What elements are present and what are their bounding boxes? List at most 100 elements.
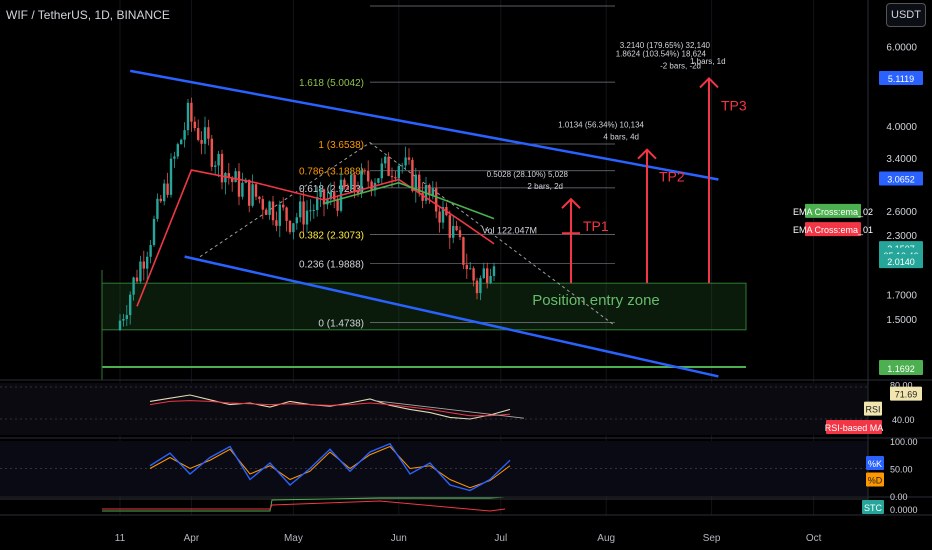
stc-legend-tag: STC	[864, 503, 883, 513]
candle-body	[278, 204, 281, 226]
legend-tag-bg	[805, 222, 861, 237]
candle-body	[288, 220, 292, 233]
y-tick-label: 2.3000	[886, 231, 917, 242]
arrow-head	[561, 197, 581, 209]
price-tag: 5.1119	[888, 74, 914, 84]
fib-label: 0.382 (2.3073)	[299, 230, 364, 241]
candle-body	[469, 268, 472, 270]
candle-body	[271, 201, 275, 221]
currency-button[interactable]: USDT	[886, 3, 926, 27]
candle-body	[237, 171, 241, 197]
candle-body	[421, 192, 424, 201]
x-tick-label: Aug	[597, 533, 615, 544]
y-tick-label: 4.0000	[886, 122, 917, 133]
candle-body	[333, 191, 336, 200]
candle-body	[152, 218, 156, 246]
rsi-axis-label: 40.00	[892, 415, 915, 425]
candle-body	[343, 179, 346, 188]
stoch-axis-label: 100.00	[890, 437, 918, 447]
fib-anchor-line	[199, 142, 371, 258]
candle-body	[125, 315, 128, 320]
fib-label: 0.786 (3.1888)	[299, 167, 364, 178]
candle-body	[418, 174, 421, 193]
candle-body	[462, 237, 465, 265]
symbol-title: WIF / TetherUS, 1D, BINANCE	[6, 8, 170, 22]
stoch-axis-label: 50.00	[890, 465, 913, 475]
candle-body	[479, 278, 482, 294]
candle-body	[377, 178, 380, 183]
price-tag-bg	[879, 171, 923, 186]
candle-body	[448, 215, 451, 238]
candle-body	[265, 209, 268, 215]
candle-body	[475, 280, 479, 294]
candle-body	[465, 264, 468, 270]
candle-body	[275, 220, 278, 226]
candle-body	[390, 175, 394, 178]
candle-body	[435, 188, 438, 212]
target-stat: 4 bars, 4d	[603, 133, 639, 142]
price-tag-bg	[879, 254, 923, 269]
candle-body	[231, 177, 234, 183]
target-stat: 0.5028 (28.10%) 5,028	[487, 170, 569, 179]
stoch-k-legend-tag: %K	[868, 459, 882, 469]
candle-body	[302, 201, 305, 225]
candle-body	[156, 198, 159, 219]
candle-body	[482, 268, 485, 279]
candle-body	[472, 268, 475, 281]
stoch-k-legend-tag-bg	[866, 456, 884, 470]
candle-body	[129, 294, 132, 316]
candle-body	[363, 170, 366, 172]
candle-body	[207, 127, 210, 139]
rsi-legend-tag-bg	[864, 401, 882, 416]
stc-axis-label: 0.0000	[890, 505, 918, 515]
candle-body	[394, 177, 397, 179]
x-tick-label: Sep	[703, 533, 721, 544]
stoch-d-line	[149, 445, 511, 489]
rsi-ma-legend-tag: RSI-based MA	[825, 423, 884, 433]
arrow-head	[699, 77, 719, 89]
candle-body	[441, 206, 445, 223]
candle-body	[248, 179, 251, 206]
legend-tag-bg	[805, 203, 861, 218]
candle-body	[132, 277, 135, 295]
candle-body	[489, 275, 492, 283]
zone-label: Position entry zone	[532, 292, 660, 309]
candle-body	[282, 204, 285, 208]
arrow-head	[637, 148, 657, 160]
channel-upper	[129, 69, 719, 181]
candle-body	[193, 121, 196, 129]
candle-body	[186, 102, 190, 131]
candle-body	[183, 130, 186, 140]
x-tick-label: Jul	[494, 533, 507, 544]
stoch-k-line	[149, 442, 511, 492]
price-tag-bg	[879, 70, 923, 85]
x-tick-label: 11	[115, 533, 126, 544]
stoch-d-legend-tag-bg	[866, 472, 884, 487]
x-tick-label: Jun	[391, 533, 407, 544]
candle-body	[118, 320, 122, 330]
target-stat: 1.8624 (103.54%) 18,624	[616, 49, 707, 58]
candle-body	[139, 261, 142, 282]
x-tick-label: Apr	[184, 533, 200, 544]
price-tag: 3.0652	[887, 175, 915, 185]
candle-body	[411, 159, 414, 191]
candle-body	[455, 225, 458, 231]
candle-body	[299, 201, 302, 218]
rsi-trendline	[373, 400, 525, 419]
candle-body	[353, 174, 356, 191]
candle-body	[169, 158, 173, 195]
candle-body	[295, 217, 298, 224]
candle-body	[214, 165, 217, 167]
candle-body	[180, 139, 183, 145]
rsi-axis-label: 80.00	[890, 381, 913, 391]
volume-label: Vol 122.047M	[482, 225, 537, 235]
y-tick-label: 6.0000	[886, 42, 917, 53]
price-tag-bg	[879, 361, 923, 376]
candle-body	[258, 196, 261, 200]
candle-body	[322, 189, 326, 205]
candle-body	[428, 185, 431, 196]
y-tick-label: 2.6000	[886, 207, 917, 218]
stc-signal-line	[102, 500, 506, 512]
